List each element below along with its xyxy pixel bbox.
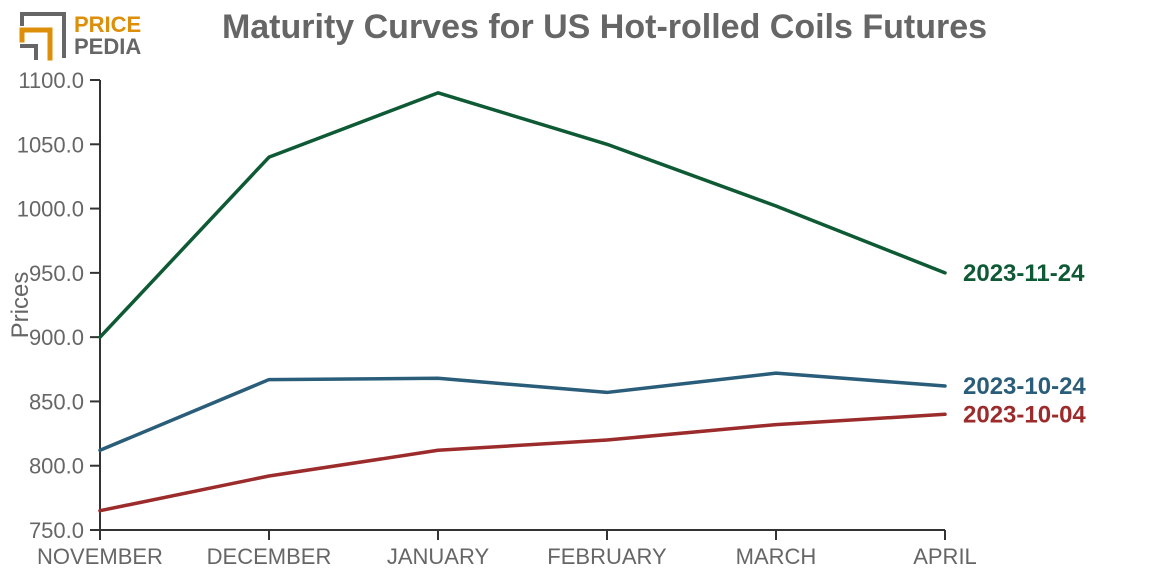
series-label: 2023-10-04 [963, 401, 1086, 428]
x-tick-label: NOVEMBER [37, 544, 163, 569]
y-tick-label: 1000.0 [17, 197, 84, 222]
x-tick-label: FEBRUARY [547, 544, 667, 569]
y-tick-label: 800.0 [29, 454, 84, 479]
x-tick-label: MARCH [736, 544, 817, 569]
x-tick-label: DECEMBER [207, 544, 332, 569]
y-tick-label: 850.0 [29, 389, 84, 414]
y-tick-label: 750.0 [29, 518, 84, 543]
chart-title: Maturity Curves for US Hot-rolled Coils … [222, 8, 987, 46]
series-label: 2023-11-24 [963, 260, 1085, 287]
y-tick-label: 950.0 [29, 261, 84, 286]
logo-text-bottom: PEDIA [74, 34, 141, 59]
chart-container: PRICEPEDIAMaturity Curves for US Hot-rol… [0, 0, 1149, 578]
y-tick-label: 1100.0 [18, 68, 84, 93]
x-tick-label: JANUARY [387, 544, 490, 569]
x-tick-label: APRIL [913, 544, 977, 569]
maturity-curves-chart: PRICEPEDIAMaturity Curves for US Hot-rol… [0, 0, 1149, 578]
series-label: 2023-10-24 [963, 373, 1086, 400]
y-tick-label: 1050.0 [17, 132, 84, 157]
y-tick-label: 900.0 [29, 325, 84, 350]
